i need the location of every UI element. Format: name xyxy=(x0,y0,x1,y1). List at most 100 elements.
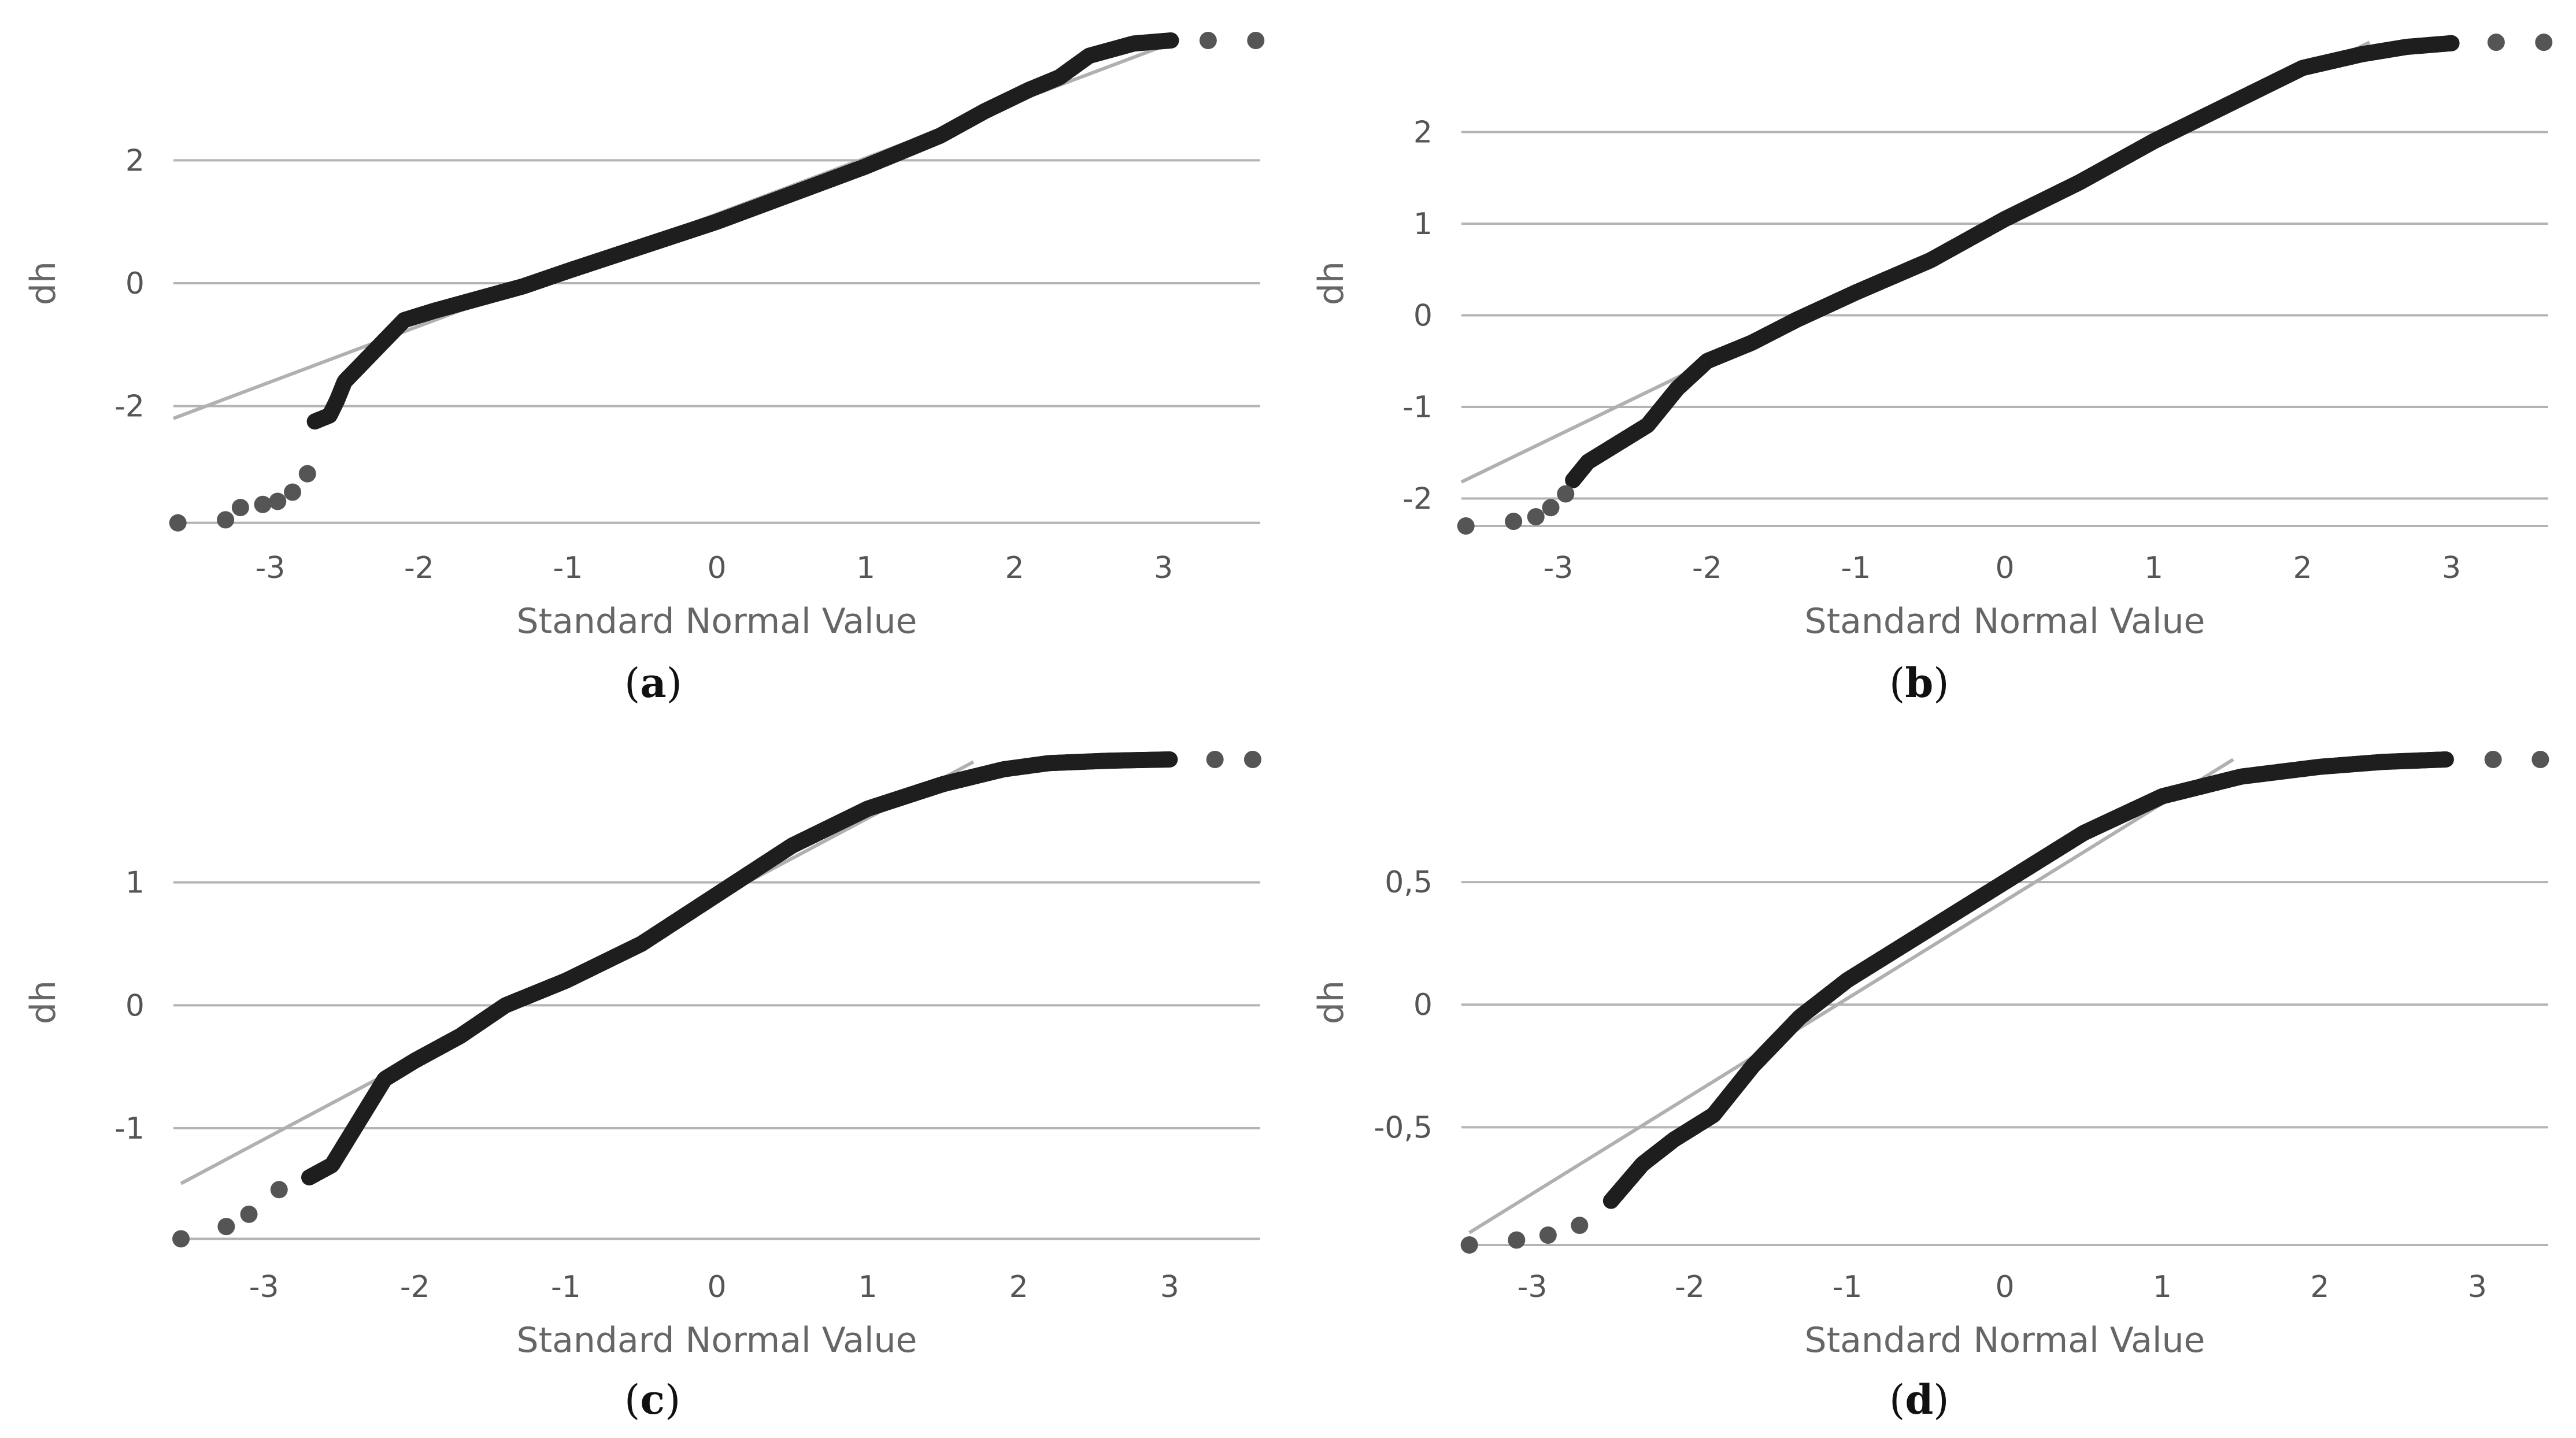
x-tick-labels: -3 -2 -1 0 1 2 3 xyxy=(249,1270,1179,1304)
x-tick-label: -3 xyxy=(1518,1270,1548,1304)
x-axis-label: Standard Normal Value xyxy=(1805,601,2205,642)
y-tick-label: -0,5 xyxy=(1374,1110,1433,1145)
data-point-tail xyxy=(1247,32,1265,49)
x-tick-label: -1 xyxy=(1841,551,1871,585)
y-tick-label: 2 xyxy=(1413,115,1433,150)
data-point-tail xyxy=(217,1218,235,1236)
caption-b: (b) xyxy=(1889,659,1949,707)
x-tick-label: -2 xyxy=(404,551,434,585)
data-point-tail xyxy=(1460,1236,1478,1254)
y-tick-labels: -1 0 1 xyxy=(114,866,145,1146)
data-point xyxy=(1163,32,1179,49)
x-tick-label: 0 xyxy=(1995,551,2014,585)
data-point-tail xyxy=(1505,513,1523,531)
data-point-tail xyxy=(2484,751,2502,768)
gridlines xyxy=(1461,131,2548,527)
y-tick-label: 0,5 xyxy=(1385,865,1433,900)
y-axis-label: dh xyxy=(1311,261,1352,305)
data-point-tail xyxy=(1199,32,1217,49)
y-tick-label: 1 xyxy=(1413,207,1433,242)
x-tick-label: 2 xyxy=(2310,1270,2329,1304)
x-tick-label: -2 xyxy=(400,1270,430,1304)
x-tick-label: 2 xyxy=(1005,551,1024,585)
y-tick-labels: -0,5 0 0,5 xyxy=(1374,865,1433,1145)
data-point-tail xyxy=(1457,517,1475,535)
x-tick-label: 1 xyxy=(858,1270,878,1304)
gridlines xyxy=(173,159,1260,524)
y-tick-label: -1 xyxy=(114,1111,145,1146)
y-axis-label: dh xyxy=(23,261,64,305)
x-tick-labels: -3 -2 -1 0 1 2 3 xyxy=(1543,551,2461,585)
data-point-tail xyxy=(231,499,249,517)
qq-plot-c: -1 0 1 -3 -2 -1 0 1 2 3 Standard Normal Value dh xyxy=(23,751,1261,1361)
x-tick-label: 3 xyxy=(2468,1270,2487,1304)
data-point-tail xyxy=(169,514,187,532)
data-points xyxy=(1460,751,2549,1254)
data-point-tail xyxy=(1542,499,1560,517)
data-point xyxy=(2443,35,2460,51)
y-tick-label: 0 xyxy=(1413,988,1433,1022)
y-tick-label: 0 xyxy=(125,988,145,1023)
data-point-tail xyxy=(298,465,316,483)
x-tick-label: -1 xyxy=(1833,1270,1863,1304)
x-tick-label: -2 xyxy=(1692,551,1722,585)
data-point-tail xyxy=(270,1181,288,1199)
x-tick-label: -1 xyxy=(551,1270,581,1304)
data-point-tail xyxy=(2535,34,2553,51)
caption-a: (a) xyxy=(624,659,682,707)
data-point-tail xyxy=(2487,34,2505,51)
x-tick-labels: -3 -2 -1 0 1 2 3 xyxy=(255,551,1173,585)
x-axis-label: Standard Normal Value xyxy=(517,1320,917,1361)
y-tick-labels: -2 -1 0 1 2 xyxy=(1402,115,1433,516)
normal-reference-line xyxy=(1468,758,2234,1235)
x-tick-label: 2 xyxy=(1009,1270,1028,1304)
y-axis-label: dh xyxy=(23,980,64,1024)
data-point-tail xyxy=(1557,485,1575,503)
data-point xyxy=(1161,751,1178,768)
data-point-tail xyxy=(1243,751,1261,768)
x-tick-label: 3 xyxy=(1154,551,1173,585)
data-points xyxy=(172,751,1261,1248)
data-point-tail xyxy=(254,495,272,513)
x-tick-label: 0 xyxy=(707,551,726,585)
y-tick-label: 0 xyxy=(1413,298,1433,333)
x-tick-label: 1 xyxy=(856,551,875,585)
x-tick-label: 3 xyxy=(1160,1270,1179,1304)
x-tick-label: 0 xyxy=(1995,1270,2014,1304)
data-point-tail xyxy=(2531,751,2549,768)
x-tick-label: -3 xyxy=(249,1270,279,1304)
x-tick-label: -1 xyxy=(553,551,583,585)
x-tick-label: -2 xyxy=(1675,1270,1705,1304)
data-point-tail xyxy=(240,1205,258,1223)
y-tick-labels: -2 0 2 xyxy=(114,143,145,424)
x-tick-labels: -3 -2 -1 0 1 2 3 xyxy=(1518,1270,2487,1304)
x-tick-label: -3 xyxy=(1543,551,1573,585)
data-point-tail xyxy=(217,511,235,529)
y-tick-label: 1 xyxy=(125,866,145,900)
data-point-tail xyxy=(1508,1231,1526,1249)
x-tick-label: 2 xyxy=(2293,551,2312,585)
y-axis-label: dh xyxy=(1311,980,1352,1024)
data-points xyxy=(169,32,1265,532)
data-point-tail xyxy=(1527,508,1545,526)
y-tick-label: 2 xyxy=(125,143,145,178)
data-point-tail xyxy=(269,492,287,510)
qq-plot-d: -0,5 0 0,5 -3 -2 -1 0 1 2 3 Standard Normal Valu… xyxy=(1311,751,2549,1361)
y-tick-label: 0 xyxy=(125,266,145,301)
qq-plot-b: -2 -1 0 1 2 -3 -2 -1 0 1 2 3 Standard Normal Value… xyxy=(1311,34,2553,642)
y-tick-label: -1 xyxy=(1402,390,1433,425)
data-point-tail xyxy=(1539,1226,1557,1244)
x-axis-label: Standard Normal Value xyxy=(517,601,917,642)
x-tick-label: -3 xyxy=(255,551,285,585)
data-point xyxy=(2437,751,2454,768)
reference-line xyxy=(1468,758,2234,1235)
x-tick-label: 3 xyxy=(2442,551,2461,585)
caption-c: (c) xyxy=(624,1376,681,1424)
gridlines xyxy=(173,881,1260,1240)
data-point-tail xyxy=(284,483,302,501)
data-point-tail xyxy=(1571,1217,1589,1235)
data-points xyxy=(1457,34,2553,535)
data-point-tail xyxy=(1206,751,1224,768)
x-tick-label: 1 xyxy=(2153,1270,2172,1304)
qq-plot-a: -2 0 2 -3 -2 -1 0 1 2 3 Standard Normal Value dh xyxy=(23,32,1265,642)
